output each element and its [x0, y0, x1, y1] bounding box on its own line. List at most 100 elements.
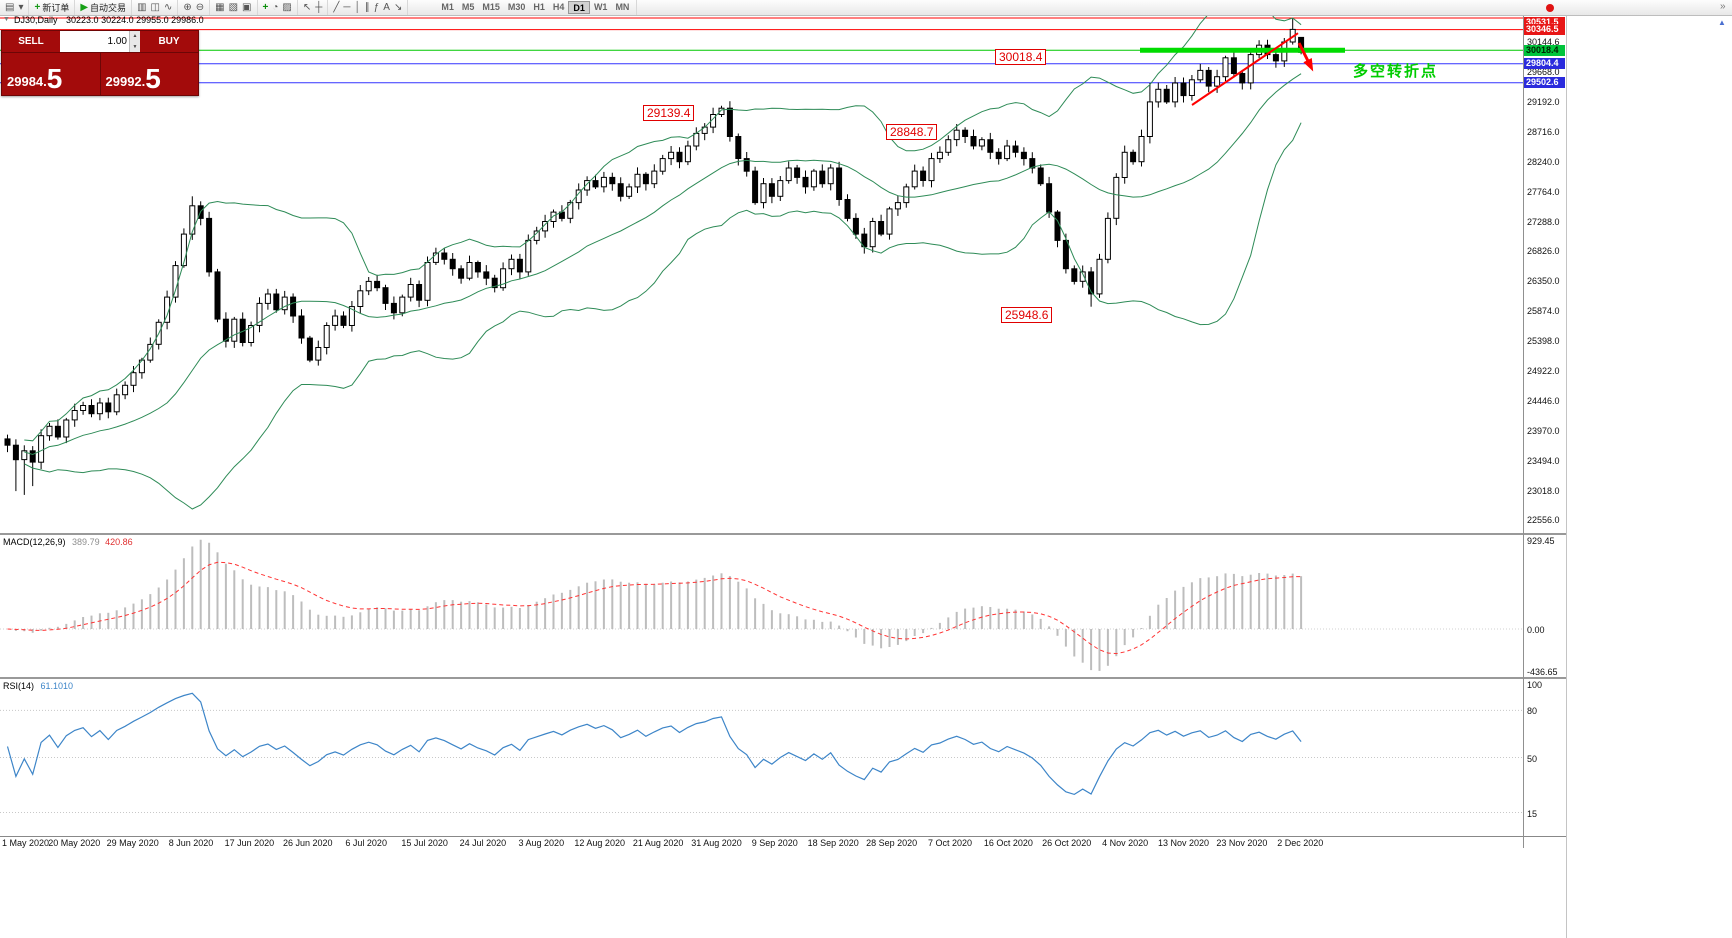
- candlestick-chart-icon[interactable]: ◫: [149, 1, 162, 14]
- horizontal-line-button[interactable]: ─: [341, 1, 352, 14]
- toolbar-group: ↖ ┼: [298, 0, 329, 15]
- time-axis[interactable]: 1 May 2020 20 May 2020 29 May 2020 8 Jun 20…: [0, 838, 1523, 850]
- cursor-button[interactable]: ↖: [301, 1, 313, 14]
- timeframe-m15[interactable]: M15: [482, 2, 500, 12]
- price-tick: 23970.0: [1527, 426, 1560, 437]
- time-label: 24 Jul 2020: [459, 838, 507, 848]
- price-axis-border: [1523, 16, 1524, 848]
- crosshair-button[interactable]: ┼: [313, 1, 324, 14]
- timeframe-mn[interactable]: MN: [615, 2, 630, 12]
- buy-price-main: 29992.: [105, 74, 146, 89]
- cascade-windows-button[interactable]: ▧: [227, 1, 240, 14]
- autotrading-button[interactable]: ▶ 自动交易: [78, 1, 128, 14]
- price-chart[interactable]: [0, 15, 1523, 533]
- volume-up-button[interactable]: ▲: [129, 31, 140, 42]
- line-chart-icon[interactable]: ∿: [162, 1, 174, 14]
- toolbar-overflow-icon[interactable]: »: [1720, 1, 1726, 12]
- fibonacci-button[interactable]: ƒ: [372, 1, 382, 14]
- rsi-panel-chart[interactable]: [0, 679, 1523, 836]
- zoom-in-button[interactable]: ⊕: [181, 1, 193, 14]
- rsi-panel-separator[interactable]: [0, 677, 1566, 679]
- price-callout-30018.4[interactable]: 30018.4: [995, 49, 1047, 65]
- price-tick: 23494.0: [1527, 456, 1560, 467]
- price-tick: 26826.0: [1527, 246, 1560, 257]
- rsi-axis-label: 50: [1527, 753, 1538, 764]
- new-chart-button[interactable]: ▤: [3, 1, 16, 14]
- price-callout-25948.6[interactable]: 25948.6: [1001, 307, 1053, 323]
- trendline-button[interactable]: ╱: [331, 1, 341, 14]
- macd-panel-separator[interactable]: [0, 533, 1566, 535]
- right-panel-border: [1566, 16, 1567, 938]
- arrows-button[interactable]: ↘: [392, 1, 404, 14]
- sell-button[interactable]: SELL: [18, 36, 44, 47]
- chart-ohlc-values: 30223.0 30224.0 29955.0 29986.0: [66, 15, 204, 25]
- rsi-axis-label: 100: [1527, 680, 1543, 690]
- time-label: 9 Sep 2020: [751, 838, 798, 848]
- scroll-up-icon[interactable]: ▲: [1718, 18, 1726, 27]
- red-trendline[interactable]: [1191, 32, 1299, 106]
- toolbar: ▤ ▾ + 新订单 ▶ 自动交易 ▥ ◫ ∿ ⊕ ⊖ ▦ ▧ ▣ + ◔ ▨ ↖ ┼ ╱ ─ │ ∥ ƒ A ↘ M1 M5 M15 M3…: [0, 0, 1732, 16]
- time-label: 26 Oct 2020: [1042, 838, 1092, 848]
- time-label: 2 Dec 2020: [1277, 838, 1324, 848]
- timeframe-h1[interactable]: H1: [533, 2, 545, 12]
- toolbar-group: ▤ ▾: [0, 0, 30, 15]
- macd-panel-chart[interactable]: [0, 535, 1523, 677]
- price-callout-28848.7[interactable]: 28848.7: [886, 124, 938, 140]
- cn-annotation[interactable]: 多空转折点: [1353, 63, 1439, 80]
- one-click-collapse-icon[interactable]: ▼: [3, 16, 10, 23]
- timeframe-m1[interactable]: M1: [441, 2, 454, 12]
- tile-windows-icon: ▦: [215, 2, 225, 13]
- chart-profiles-button[interactable]: ▾: [16, 1, 25, 14]
- time-label: 17 Jun 2020: [224, 838, 275, 848]
- price-tick: 28716.0: [1527, 127, 1560, 138]
- level-lines: [0, 17, 1523, 84]
- price-tick: 29192.0: [1527, 97, 1560, 108]
- templates-button[interactable]: ▨: [280, 1, 293, 14]
- one-click-trading-panel: SELL 1.00 ▲ ▼ BUY 29984. 5 29992. 5: [1, 30, 199, 96]
- toolbar-spacer: [408, 7, 434, 8]
- equidistant-channel-button[interactable]: ∥: [363, 1, 372, 14]
- periods-button[interactable]: ◔: [270, 1, 280, 14]
- chart-symbol-period: DJ30,Daily: [14, 15, 58, 25]
- indicators-button[interactable]: +: [261, 1, 271, 14]
- price-callout-29139.4[interactable]: 29139.4: [643, 105, 695, 121]
- time-label: 29 May 2020: [106, 838, 159, 848]
- timeframe-d1[interactable]: D1: [568, 1, 590, 14]
- new-order-button[interactable]: + 新订单: [32, 1, 71, 14]
- toolbar-group: ⊕ ⊖: [178, 0, 211, 15]
- price-tick: 24446.0: [1527, 396, 1560, 407]
- tile-windows-button[interactable]: ▦: [213, 1, 226, 14]
- candles-layer[interactable]: [4, 18, 1305, 495]
- timeframe-h4[interactable]: H4: [552, 2, 565, 12]
- macd-histogram: [14, 539, 1303, 671]
- time-label: 28 Sep 2020: [866, 838, 918, 848]
- time-label: 4 Nov 2020: [1102, 838, 1149, 848]
- vertical-line-button[interactable]: │: [352, 1, 362, 14]
- horizontal-line-icon: ─: [343, 2, 351, 13]
- periods-icon: ◔: [272, 2, 279, 13]
- price-tick: 25874.0: [1527, 306, 1560, 317]
- arrange-windows-button[interactable]: ▣: [240, 1, 253, 14]
- timeframe-w1[interactable]: W1: [593, 2, 608, 12]
- new-order-button-label: 新订单: [42, 3, 70, 13]
- timeframe-m5[interactable]: M5: [461, 2, 475, 12]
- chart-title: DJ30,Daily 30223.0 30224.0 29955.0 29986…: [14, 15, 204, 25]
- timeframe-m30[interactable]: M30: [507, 2, 526, 12]
- time-label: 3 Aug 2020: [518, 838, 565, 848]
- record-icon[interactable]: [1546, 4, 1554, 12]
- bar-chart-icon[interactable]: ▥: [135, 1, 148, 14]
- text-label-button[interactable]: A: [381, 1, 392, 14]
- cursor-icon: ↖: [302, 2, 312, 13]
- price-tag-30018.4: 30018.4: [1524, 44, 1565, 56]
- volume-down-button[interactable]: ▼: [129, 41, 140, 52]
- sell-price-pip: 5: [46, 63, 63, 94]
- buy-price-button[interactable]: 29992. 5: [99, 53, 199, 95]
- toolbar-group: ▥ ◫ ∿: [132, 0, 179, 15]
- volume-field[interactable]: 1.00 ▲ ▼: [60, 31, 140, 52]
- volume-value[interactable]: 1.00: [107, 36, 127, 47]
- time-label: 26 Jun 2020: [283, 838, 333, 848]
- buy-button[interactable]: BUY: [158, 36, 180, 47]
- sell-price-button[interactable]: 29984. 5: [2, 53, 100, 95]
- zoom-out-button[interactable]: ⊖: [194, 1, 206, 14]
